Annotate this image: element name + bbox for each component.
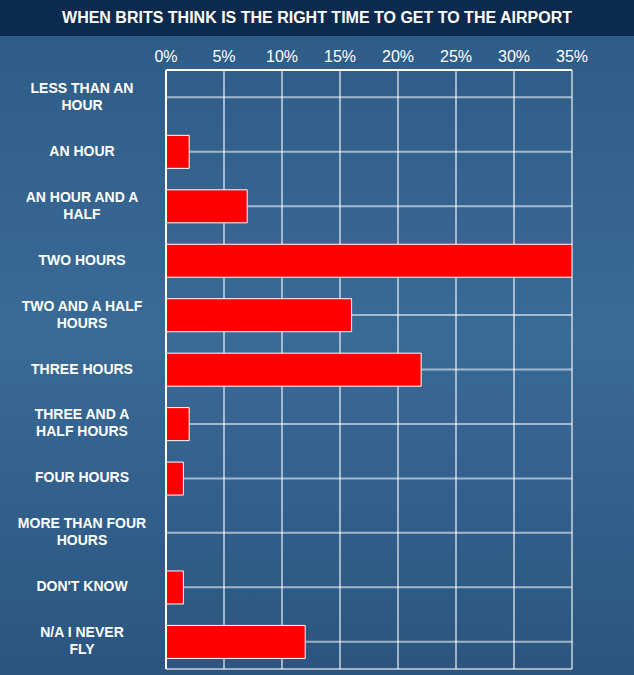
svg-text:N/A I NEVERFLY: N/A I NEVERFLY: [40, 624, 124, 657]
svg-text:5%: 5%: [212, 48, 235, 65]
svg-text:15%: 15%: [324, 48, 356, 65]
html-text:WHEN BRITS THINK IS THE RIGHT: WHEN BRITS THINK IS THE RIGHT TIME TO GE…: [62, 9, 572, 26]
svg-text:MORE THAN FOURHOURS: MORE THAN FOURHOURS: [18, 515, 146, 548]
svg-text:0%: 0%: [154, 48, 177, 65]
svg-text:AN HOUR: AN HOUR: [49, 142, 114, 158]
svg-text:TWO AND A HALFHOURS: TWO AND A HALFHOURS: [22, 297, 143, 330]
svg-text:DON'T KNOW: DON'T KNOW: [36, 578, 128, 594]
svg-text:THREE AND AHALF HOURS: THREE AND AHALF HOURS: [35, 406, 130, 439]
svg-text:20%: 20%: [382, 48, 414, 65]
svg-text:LESS THAN ANHOUR: LESS THAN ANHOUR: [31, 79, 134, 112]
svg-text:THREE HOURS: THREE HOURS: [31, 360, 133, 376]
svg-text:30%: 30%: [498, 48, 530, 65]
svg-text:FOUR HOURS: FOUR HOURS: [35, 469, 129, 485]
svg-text:AN HOUR AND AHALF: AN HOUR AND AHALF: [26, 188, 139, 221]
svg-text:35%: 35%: [556, 48, 588, 65]
svg-text:TWO HOURS: TWO HOURS: [38, 251, 125, 267]
svg-text:10%: 10%: [266, 48, 298, 65]
svg-text:25%: 25%: [440, 48, 472, 65]
